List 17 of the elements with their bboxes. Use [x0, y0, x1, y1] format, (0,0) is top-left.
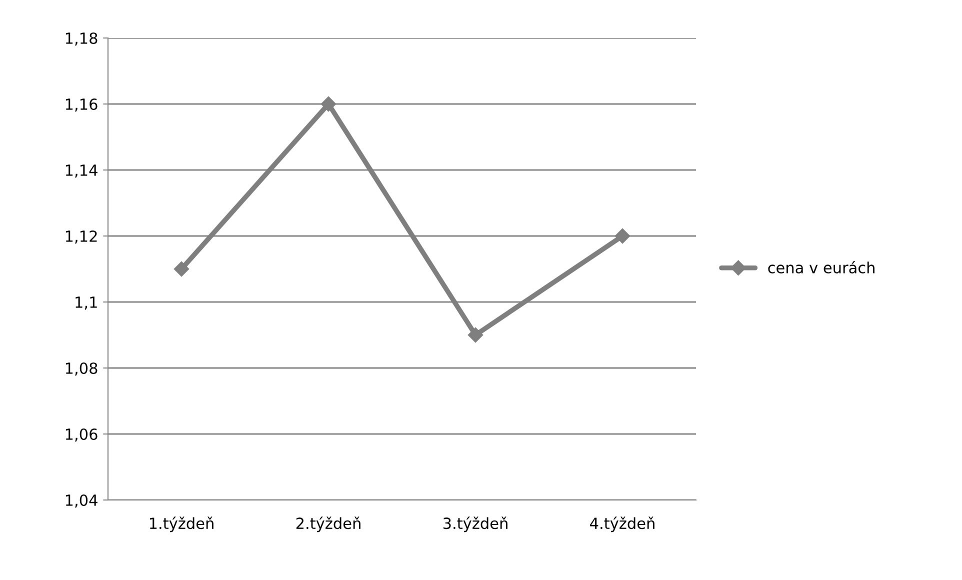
- x-tick-label: 2.týždeň: [296, 516, 360, 532]
- y-tick-label: 1,04: [66, 494, 98, 508]
- legend-label: cena v eurách: [768, 260, 874, 274]
- y-tick-label: 1,18: [66, 32, 98, 46]
- y-tick-label: 1,08: [66, 362, 98, 376]
- point: [468, 327, 484, 343]
- point: [174, 261, 190, 277]
- y-tick-label: 1,16: [66, 98, 98, 112]
- x-tick-label: 1.týždeň: [150, 516, 214, 532]
- x-tick-label: 3.týždeň: [443, 516, 508, 532]
- point: [614, 228, 630, 244]
- point: [320, 96, 336, 112]
- y-tick-label: 1,14: [66, 164, 98, 178]
- y-tick-label: 1,12: [66, 230, 97, 244]
- y-tick-label: 1,06: [66, 428, 98, 442]
- x-tick-label: 4.týždeň: [590, 516, 654, 532]
- y-tick-label: 1,1: [76, 296, 97, 310]
